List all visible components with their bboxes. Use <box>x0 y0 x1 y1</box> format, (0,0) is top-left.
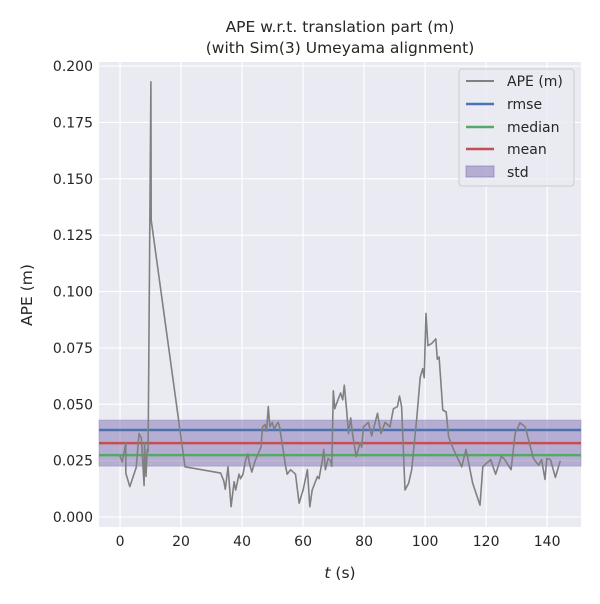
legend: APE (m) rmse median mean std <box>458 68 575 187</box>
legend-box <box>458 68 575 187</box>
x-tick-label: 60 <box>294 534 312 550</box>
y-tick-label: 0.100 <box>53 285 93 301</box>
y-tick-label: 0.075 <box>53 341 93 357</box>
legend-label-ape: APE (m) <box>507 74 563 90</box>
x-axis-label: t (s) <box>324 564 355 582</box>
tick-labels: 0 20 40 60 80 100 120 140 0.000 0.025 0.050 0.075 0.… <box>53 59 561 550</box>
y-axis-label: APE (m) <box>18 264 36 326</box>
y-tick-label: 0.025 <box>53 454 93 470</box>
x-tick-label: 100 <box>412 534 439 550</box>
x-tick-label: 140 <box>534 534 561 550</box>
x-tick-label: 120 <box>473 534 500 550</box>
y-tick-label: 0.200 <box>53 59 93 75</box>
chart-title-line-1: APE w.r.t. translation part (m) <box>226 18 455 36</box>
legend-label-median: median <box>507 120 559 136</box>
legend-label-rmse: rmse <box>507 97 542 113</box>
x-axis-label-var: t <box>324 564 331 582</box>
legend-swatch-std <box>465 165 495 178</box>
x-tick-label: 40 <box>233 534 251 550</box>
y-tick-label: 0.050 <box>53 397 93 413</box>
legend-label-std: std <box>507 165 529 181</box>
stat-lines <box>98 419 582 467</box>
y-tick-label: 0.125 <box>53 228 93 244</box>
chart-title-line-2: (with Sim(3) Umeyama alignment) <box>206 39 475 57</box>
y-tick-label: 0.150 <box>53 172 93 188</box>
ape-series-line <box>119 81 562 508</box>
x-tick-label: 80 <box>355 534 373 550</box>
x-axis-label-unit: (s) <box>330 564 355 582</box>
x-tick-label: 0 <box>116 534 125 550</box>
legend-label-mean: mean <box>507 142 547 158</box>
y-tick-label: 0.000 <box>53 510 93 526</box>
y-tick-label: 0.175 <box>53 115 93 131</box>
x-tick-label: 20 <box>172 534 190 550</box>
